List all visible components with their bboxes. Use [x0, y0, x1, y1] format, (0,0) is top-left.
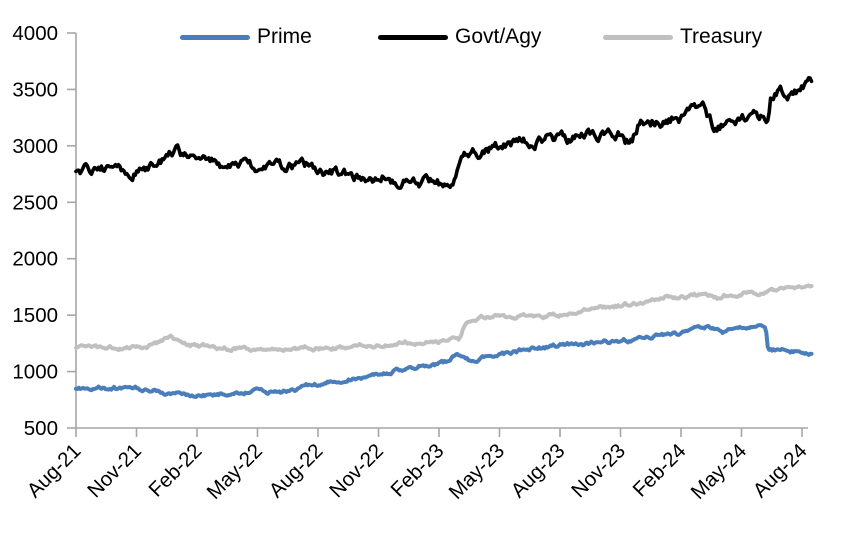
x-tick-label: Aug-24	[749, 439, 812, 502]
x-tick-label: May-22	[202, 439, 267, 504]
prime-line-swatch-icon	[180, 34, 250, 40]
x-tick-label: Nov-22	[325, 439, 388, 502]
y-tick-label: 3500	[12, 78, 58, 101]
x-tick-label: Nov-23	[567, 439, 630, 502]
y-tick-label: 3000	[12, 135, 58, 158]
x-tick-label: Feb-24	[628, 439, 690, 501]
govt-agy-line-swatch-icon	[378, 34, 448, 40]
chart-legend: Prime Govt/Agy Treasury	[0, 0, 852, 50]
y-tick-label: 500	[24, 417, 58, 440]
legend-label-treasury: Treasury	[680, 25, 763, 48]
y-tick-label: 2000	[12, 248, 58, 271]
legend-label-prime: Prime	[257, 25, 312, 48]
x-tick-label: Aug-22	[265, 439, 328, 502]
legend-item-govt-agy: Govt/Agy	[378, 25, 541, 49]
x-tick-label: Nov-21	[83, 439, 146, 502]
x-tick-label: May-23	[444, 439, 509, 504]
govt-agy-series-line	[74, 76, 814, 190]
y-tick-label: 1000	[12, 361, 58, 384]
treasury-line-swatch-icon	[603, 34, 673, 40]
y-tick-label: 1500	[12, 304, 58, 327]
legend-item-treasury: Treasury	[603, 25, 762, 49]
x-tick-label: Feb-23	[386, 439, 448, 501]
y-tick-label: 2500	[12, 191, 58, 214]
x-tick-label: Feb-22	[144, 439, 206, 501]
treasury-series-line	[74, 283, 814, 354]
y-tick-label: 4000	[12, 22, 58, 45]
x-tick-label: May-24	[686, 439, 751, 504]
prime-series-line	[74, 323, 814, 399]
x-tick-label: Aug-21	[23, 439, 86, 502]
legend-item-prime: Prime	[180, 25, 312, 49]
legend-label-govt-agy: Govt/Agy	[455, 25, 542, 48]
x-tick-label: Aug-23	[507, 439, 570, 502]
